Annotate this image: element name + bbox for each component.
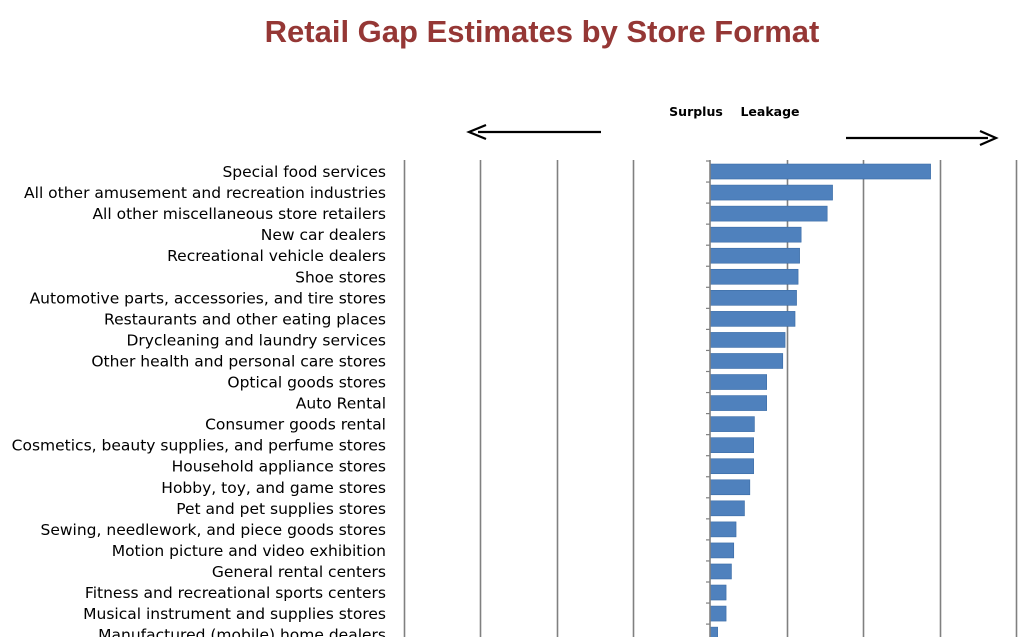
category-label: Consumer goods rental — [205, 416, 386, 434]
bar — [709, 626, 718, 637]
direction-arrows — [466, 123, 999, 147]
bar — [709, 479, 751, 496]
bar — [709, 247, 800, 264]
category-label: Automotive parts, accessories, and tire … — [30, 289, 386, 307]
bar — [709, 521, 737, 538]
bar — [709, 563, 732, 580]
category-label: Fitness and recreational sports centers — [85, 584, 386, 602]
left-arrow-head — [466, 123, 487, 141]
bar — [709, 311, 796, 327]
category-label: Sewing, needlework, and piece goods stor… — [41, 521, 387, 539]
bar — [709, 395, 767, 411]
category-label: Household appliance stores — [172, 458, 386, 476]
bar — [709, 332, 786, 348]
category-label: All other miscellaneous store retailers — [92, 205, 386, 223]
category-label: Motion picture and video exhibition — [112, 542, 386, 560]
gridlines — [403, 160, 1018, 637]
category-label: Hobby, toy, and game stores — [161, 479, 386, 497]
category-label: Drycleaning and laundry services — [126, 331, 386, 349]
category-label: Recreational vehicle dealers — [167, 247, 386, 265]
bar — [709, 458, 754, 475]
bar — [709, 268, 799, 285]
bars — [709, 163, 931, 637]
right-arrow-head — [979, 129, 999, 147]
category-label: Restaurants and other eating places — [104, 310, 386, 328]
category-label: All other amusement and recreation indus… — [24, 184, 386, 202]
leakage-label: Leakage — [740, 104, 799, 119]
category-label: Musical instrument and supplies stores — [83, 605, 386, 623]
bar — [709, 226, 802, 243]
category-label: Optical goods stores — [227, 374, 386, 392]
category-label: Pet and pet supplies stores — [176, 500, 386, 518]
category-label: Manufactured (mobile) home dealers — [98, 626, 386, 637]
bar — [709, 437, 754, 453]
bar — [709, 290, 797, 306]
category-label: General rental centers — [212, 563, 386, 581]
zero-axis — [706, 160, 711, 637]
bar — [709, 500, 745, 517]
chart-title: Retail Gap Estimates by Store Format — [264, 14, 820, 49]
category-label: New car dealers — [261, 226, 386, 244]
bar — [709, 184, 833, 201]
bar — [709, 353, 784, 369]
bar — [709, 205, 828, 222]
bar — [709, 542, 735, 559]
surplus-label: Surplus — [669, 104, 723, 119]
category-label: Auto Rental — [296, 395, 386, 413]
category-label: Other health and personal care stores — [91, 352, 386, 370]
bar — [709, 163, 931, 180]
bar — [709, 416, 755, 432]
category-label: Special food services — [222, 163, 386, 181]
bar — [709, 584, 727, 601]
bar — [709, 374, 767, 390]
bar — [709, 605, 727, 622]
category-labels: Special food services All other amusement… — [12, 163, 386, 637]
category-label: Shoe stores — [295, 268, 386, 286]
direction-labels: Surplus Leakage — [669, 104, 799, 119]
category-label: Cosmetics, beauty supplies, and perfume … — [12, 437, 386, 455]
